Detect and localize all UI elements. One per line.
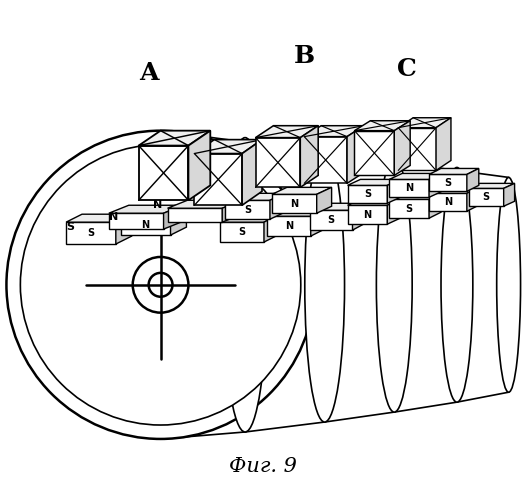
Text: S: S	[364, 190, 371, 200]
Polygon shape	[256, 126, 318, 138]
Polygon shape	[304, 126, 364, 136]
Polygon shape	[398, 128, 436, 170]
Text: S: S	[66, 222, 74, 232]
Circle shape	[149, 273, 173, 296]
Polygon shape	[429, 168, 479, 174]
Polygon shape	[304, 136, 347, 184]
Polygon shape	[311, 209, 325, 236]
Polygon shape	[121, 215, 170, 235]
Polygon shape	[429, 174, 442, 198]
Ellipse shape	[305, 148, 345, 422]
Polygon shape	[139, 130, 210, 146]
Text: C: C	[397, 57, 417, 81]
Polygon shape	[139, 146, 188, 201]
Polygon shape	[220, 222, 264, 242]
Polygon shape	[164, 205, 184, 229]
Text: N: N	[109, 212, 118, 222]
Polygon shape	[317, 188, 331, 213]
Polygon shape	[195, 154, 242, 205]
Polygon shape	[348, 186, 387, 204]
Polygon shape	[348, 180, 400, 186]
Polygon shape	[300, 126, 318, 188]
Text: N: N	[153, 200, 162, 210]
Text: S: S	[328, 215, 335, 225]
Polygon shape	[195, 140, 262, 153]
Text: N: N	[444, 198, 452, 207]
Polygon shape	[348, 205, 387, 224]
Polygon shape	[398, 118, 451, 128]
Text: S: S	[406, 204, 413, 214]
Polygon shape	[267, 216, 311, 236]
Text: S: S	[239, 227, 246, 237]
Polygon shape	[66, 222, 116, 244]
Polygon shape	[222, 200, 242, 222]
Polygon shape	[429, 174, 467, 192]
Polygon shape	[168, 200, 242, 208]
Polygon shape	[504, 184, 514, 206]
Polygon shape	[469, 188, 504, 206]
Text: N: N	[363, 210, 371, 220]
Polygon shape	[121, 207, 186, 215]
Polygon shape	[429, 194, 467, 211]
Polygon shape	[267, 209, 325, 216]
Polygon shape	[170, 207, 186, 235]
Polygon shape	[355, 120, 410, 130]
Text: N: N	[290, 199, 298, 209]
Polygon shape	[220, 215, 278, 222]
Polygon shape	[188, 130, 210, 200]
Polygon shape	[429, 188, 479, 194]
Polygon shape	[394, 120, 410, 176]
Polygon shape	[389, 180, 429, 198]
Polygon shape	[116, 214, 132, 244]
Ellipse shape	[377, 158, 412, 412]
Polygon shape	[109, 205, 184, 213]
Polygon shape	[467, 188, 479, 211]
Polygon shape	[355, 130, 394, 176]
Text: S: S	[444, 178, 451, 188]
Text: A: A	[139, 61, 158, 85]
Ellipse shape	[441, 168, 473, 402]
Text: N: N	[405, 184, 413, 194]
Text: N: N	[285, 221, 293, 231]
Polygon shape	[66, 214, 132, 222]
Circle shape	[133, 257, 188, 312]
Polygon shape	[272, 194, 317, 213]
Polygon shape	[387, 180, 400, 204]
Polygon shape	[225, 200, 270, 219]
Polygon shape	[467, 168, 479, 192]
Circle shape	[21, 144, 301, 425]
Polygon shape	[389, 200, 429, 218]
Polygon shape	[389, 174, 442, 180]
Text: S: S	[483, 192, 490, 202]
Polygon shape	[310, 204, 366, 210]
Text: S: S	[244, 204, 251, 214]
Polygon shape	[436, 118, 451, 171]
Text: S: S	[87, 228, 95, 238]
Text: B: B	[294, 44, 315, 68]
Ellipse shape	[223, 138, 267, 432]
Polygon shape	[272, 188, 331, 194]
Polygon shape	[348, 200, 400, 205]
Polygon shape	[389, 194, 441, 200]
Polygon shape	[429, 194, 441, 218]
Polygon shape	[310, 210, 352, 230]
Text: N: N	[141, 220, 150, 230]
Polygon shape	[109, 213, 164, 229]
Ellipse shape	[497, 178, 521, 392]
Polygon shape	[242, 140, 262, 205]
Polygon shape	[387, 200, 400, 224]
Circle shape	[6, 130, 315, 439]
Polygon shape	[168, 208, 222, 222]
Polygon shape	[352, 204, 366, 230]
Text: Фиг. 9: Фиг. 9	[229, 458, 297, 476]
Polygon shape	[347, 126, 364, 184]
Polygon shape	[225, 194, 285, 200]
Polygon shape	[270, 194, 285, 219]
Polygon shape	[264, 215, 278, 242]
Polygon shape	[256, 138, 300, 188]
Polygon shape	[469, 184, 514, 188]
